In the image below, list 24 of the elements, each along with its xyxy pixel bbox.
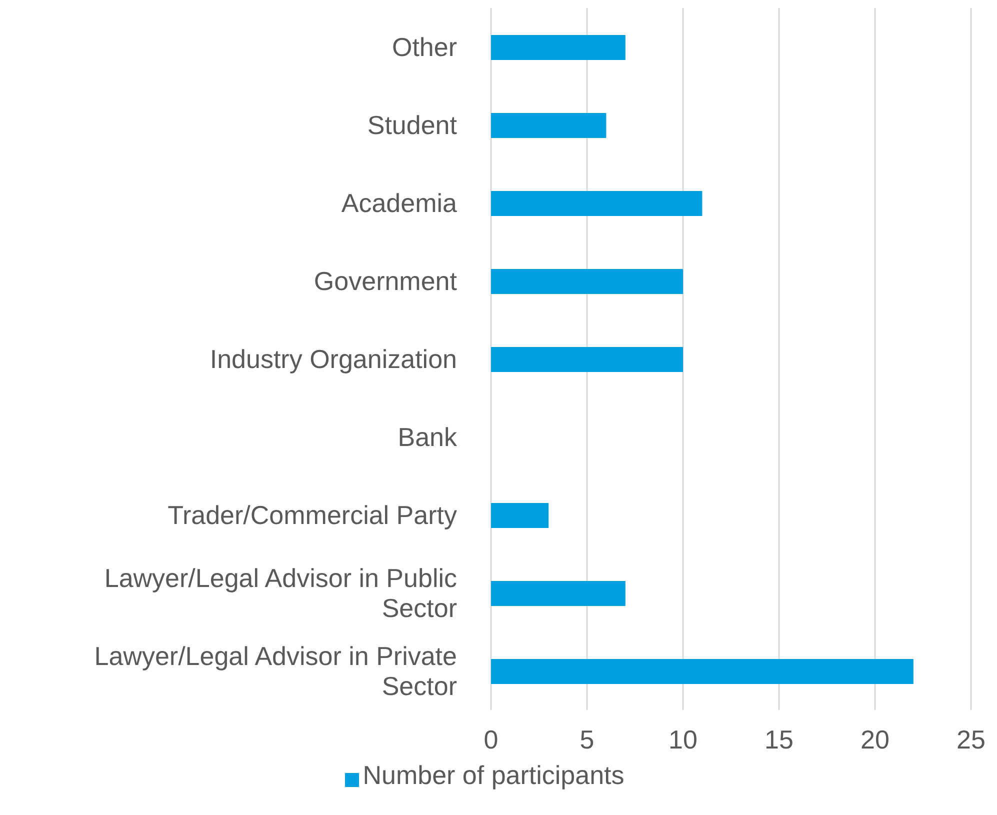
x-tick-label: 10 <box>668 724 698 754</box>
legend-label: Number of participants <box>362 760 624 790</box>
bar <box>491 191 702 216</box>
bar <box>491 269 683 294</box>
y-tick-label: Industry Organization <box>210 344 457 374</box>
bar <box>491 113 606 138</box>
x-tick-label: 20 <box>860 724 890 754</box>
y-tick-label: Lawyer/Legal Advisor in Private Sector <box>94 641 458 701</box>
bar <box>491 347 683 372</box>
y-tick-label: Government <box>314 266 458 296</box>
y-tick-label: Lawyer/Legal Advisor in Public Sector <box>104 563 458 623</box>
y-tick-label: Other <box>392 32 458 62</box>
y-tick-label: Student <box>367 110 458 140</box>
bar <box>491 35 626 60</box>
x-tick-label: 25 <box>956 724 986 754</box>
bar <box>491 659 914 684</box>
bar <box>491 581 626 606</box>
y-tick-label: Academia <box>341 188 458 218</box>
x-tick-label: 5 <box>580 724 594 754</box>
x-tick-label: 0 <box>484 724 498 754</box>
y-tick-label: Trader/Commercial Party <box>168 500 457 530</box>
bar <box>491 503 549 528</box>
x-tick-label: 15 <box>764 724 794 754</box>
y-tick-label: Bank <box>398 422 458 452</box>
